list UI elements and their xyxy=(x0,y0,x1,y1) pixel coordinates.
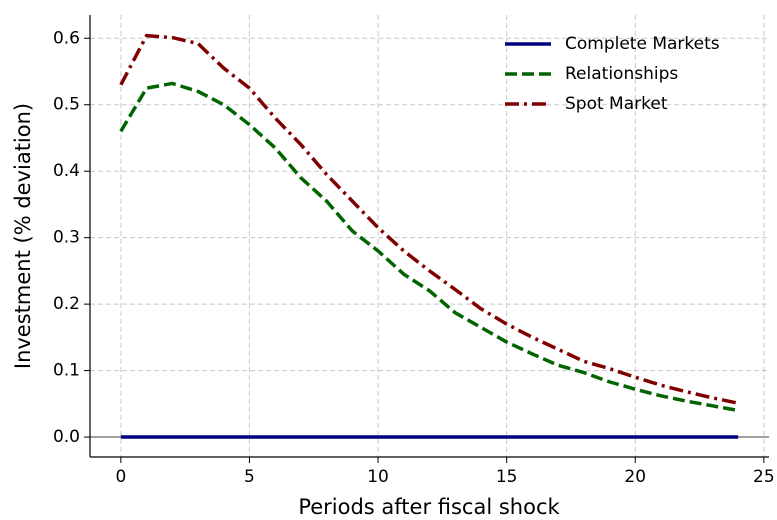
x-tick-label: 25 xyxy=(753,467,775,487)
x-tick-label: 5 xyxy=(244,467,255,487)
x-tick-label: 15 xyxy=(496,467,518,487)
x-axis-label: Periods after fiscal shock xyxy=(298,495,560,519)
y-tick-label: 0.5 xyxy=(53,95,80,115)
series-line xyxy=(119,81,739,413)
legend-label: Spot Market xyxy=(565,94,668,114)
y-axis-label: Investment (% deviation) xyxy=(11,103,35,369)
x-tick-label: 0 xyxy=(115,467,126,487)
x-tick-label: 10 xyxy=(367,467,389,487)
y-tick-label: 0.1 xyxy=(53,361,80,381)
y-tick-label: 0.6 xyxy=(53,28,80,48)
legend-label: Relationships xyxy=(565,64,678,84)
x-tick-label: 20 xyxy=(624,467,646,487)
y-tick-label: 0.0 xyxy=(53,427,80,447)
series-line xyxy=(119,33,739,405)
y-tick-label: 0.3 xyxy=(53,228,80,248)
y-tick-label: 0.4 xyxy=(53,161,80,181)
legend-label: Complete Markets xyxy=(565,34,720,54)
y-tick-label: 0.2 xyxy=(53,294,80,314)
